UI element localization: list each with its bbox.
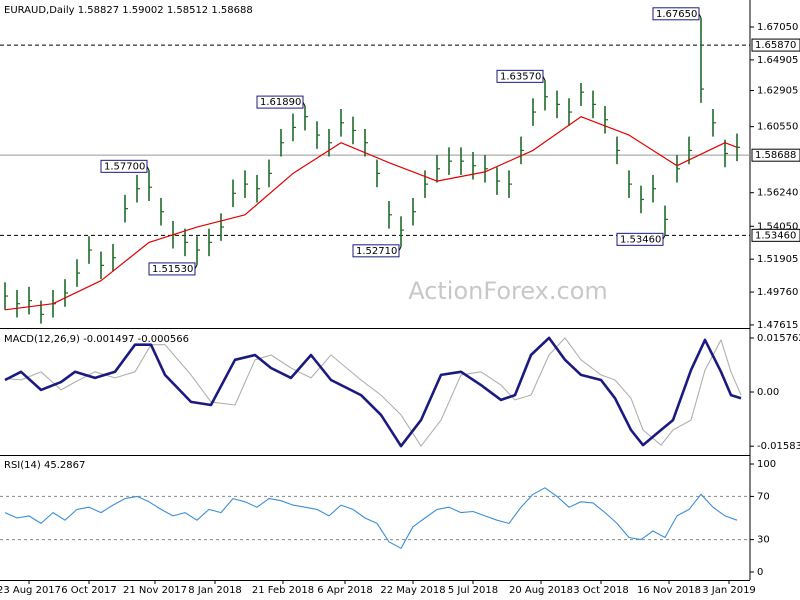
x-tick-label: 16 Nov 2018 <box>637 585 701 596</box>
x-tick-label: 6 Apr 2018 <box>317 585 372 596</box>
annotation-label: 1.51530 <box>152 264 193 275</box>
annotation-box <box>652 7 700 21</box>
annotation-label: 1.57700 <box>104 161 145 172</box>
y-tick-label: 1.56240 <box>757 188 798 199</box>
current-price-box <box>751 148 800 162</box>
watermark: ActionForex.com <box>408 277 608 305</box>
y-tick-label: 1.54050 <box>757 221 798 232</box>
indicator-line <box>4 337 742 447</box>
y-tick-label: 70 <box>757 491 770 502</box>
annotation-label: 1.53460 <box>620 234 661 245</box>
y-tick-label: 0.015762 <box>757 333 800 344</box>
close: 1.58688 <box>211 5 252 16</box>
y-tick-label: 100 <box>757 459 776 470</box>
y-tick-label: 1.47615 <box>757 320 798 331</box>
annotation-label: 1.52710 <box>356 246 397 257</box>
indicator-line <box>4 336 742 448</box>
high: 1.59002 <box>122 5 163 16</box>
macd-header: MACD(12,26,9) -0.001497 -0.000566 <box>4 334 189 345</box>
x-tick-label: 3 Jan 2019 <box>702 585 756 596</box>
annotation-label: 1.61890 <box>260 97 301 108</box>
y-tick-label: 0 <box>757 567 763 578</box>
annotation-label: 1.67650 <box>656 9 697 20</box>
open: 1.58827 <box>78 5 119 16</box>
y-tick-label: 1.67050 <box>757 22 798 33</box>
x-tick-label: 21 Nov 2017 <box>123 585 187 596</box>
annotation-box <box>496 69 544 83</box>
indicator-line <box>4 487 738 549</box>
x-tick-label: 22 May 2018 <box>380 585 445 596</box>
x-tick-label: 23 Aug 2017 <box>0 585 61 596</box>
rsi-header: RSI(14) 45.2867 <box>4 460 85 471</box>
level-label-box <box>751 38 800 52</box>
y-tick-label: 1.49760 <box>757 287 798 298</box>
current-price-label: 1.58688 <box>755 150 796 161</box>
annotation-box <box>256 95 304 109</box>
y-tick-label: 1.64905 <box>757 55 798 66</box>
x-tick-label: 21 Feb 2018 <box>252 585 314 596</box>
y-tick-label: 1.60550 <box>757 122 798 133</box>
level-label-box <box>751 228 800 242</box>
readout: 45.2867 <box>44 460 85 471</box>
x-tick-label: 3 Oct 2018 <box>573 585 628 596</box>
annotation-box <box>352 244 400 258</box>
price-header: EURAUD,Daily 1.58827 1.59002 1.58512 1.5… <box>4 5 253 16</box>
annotation-box <box>100 159 148 173</box>
annotation-label: 1.63570 <box>500 71 541 82</box>
annotation-box <box>616 232 664 246</box>
x-tick-label: 5 Jul 2018 <box>448 585 498 596</box>
moving-average <box>4 116 738 311</box>
indicator-name: MACD(12,26,9) <box>4 334 80 345</box>
readout: -0.000566 <box>138 334 189 345</box>
y-tick-label: -0.015834 <box>757 441 800 452</box>
y-tick-label: 30 <box>757 535 770 546</box>
level-label: 1.53460 <box>755 230 796 241</box>
annotation-box <box>148 262 196 276</box>
level-label: 1.65870 <box>755 40 796 51</box>
readout: -0.001497 <box>83 334 134 345</box>
y-tick-label: 1.51905 <box>757 254 798 265</box>
x-tick-label: 6 Oct 2017 <box>61 585 116 596</box>
x-tick-label: 20 Aug 2018 <box>509 585 573 596</box>
symbol: EURAUD,Daily <box>4 5 75 16</box>
indicator-name: RSI(14) <box>4 460 41 471</box>
y-tick-label: 0.00 <box>757 387 779 398</box>
y-tick-label: 1.62905 <box>757 86 798 97</box>
low: 1.58512 <box>167 5 208 16</box>
x-tick-label: 8 Jan 2018 <box>188 585 242 596</box>
